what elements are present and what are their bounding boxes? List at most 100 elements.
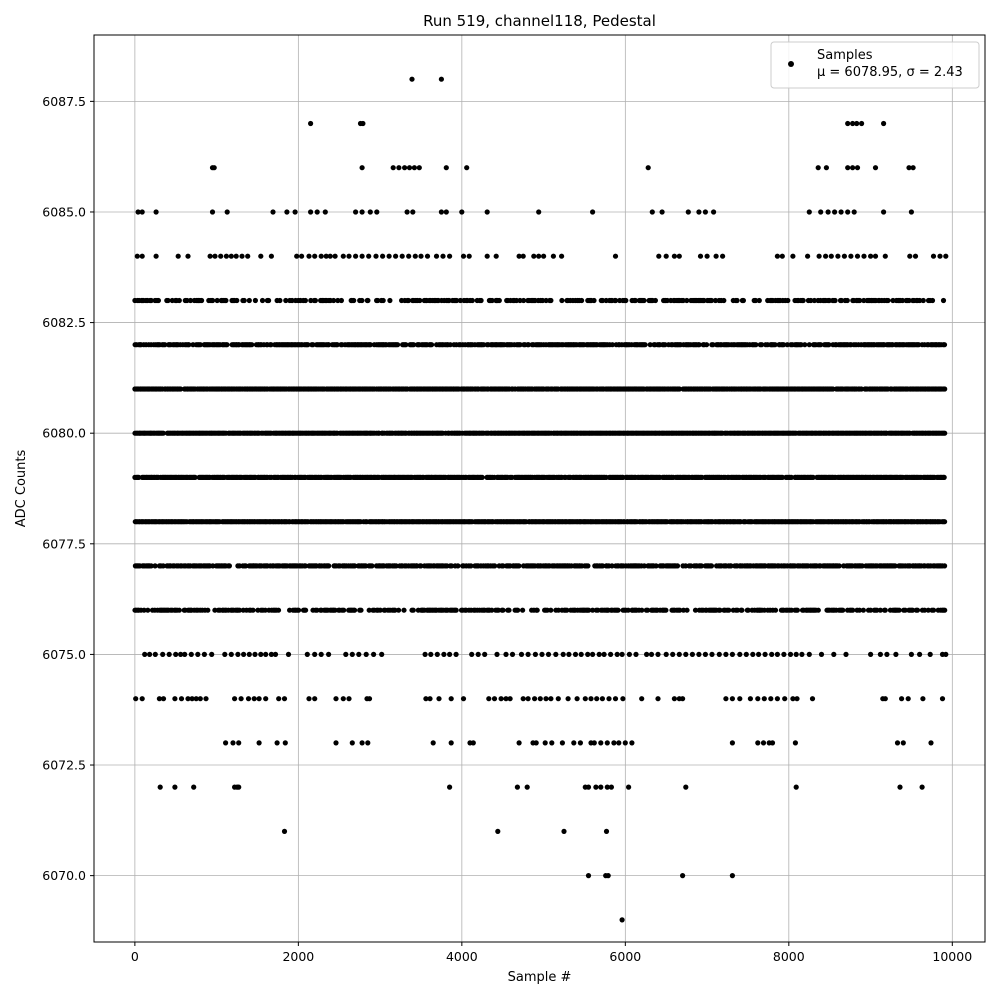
- data-point: [318, 651, 324, 658]
- data-point: [805, 253, 811, 259]
- data-point: [498, 696, 504, 702]
- data-point: [845, 165, 851, 171]
- data-point: [223, 253, 229, 259]
- data-point: [422, 651, 428, 658]
- data-point: [367, 209, 373, 215]
- data-point: [644, 651, 650, 658]
- data-point: [920, 696, 926, 702]
- data-point: [232, 696, 238, 702]
- data-point: [410, 209, 416, 215]
- data-point: [433, 253, 440, 259]
- data-point: [475, 651, 481, 658]
- data-point: [277, 297, 283, 304]
- data-point: [156, 696, 162, 702]
- data-point: [359, 209, 365, 215]
- data-point: [353, 253, 359, 259]
- data-point: [160, 696, 167, 702]
- data-point: [447, 651, 453, 658]
- data-point: [223, 297, 229, 304]
- data-point: [585, 651, 591, 658]
- data-point: [503, 651, 509, 658]
- data-point: [704, 253, 710, 259]
- data-point: [598, 740, 604, 746]
- data-point: [593, 784, 599, 790]
- data-point: [868, 607, 874, 613]
- data-point: [308, 209, 314, 215]
- y-tick-label: 6077.5: [42, 536, 86, 551]
- data-point: [541, 253, 547, 259]
- data-point: [882, 607, 888, 613]
- legend-series-label: Samples: [817, 48, 873, 63]
- data-point: [223, 740, 229, 746]
- data-point: [900, 740, 906, 746]
- data-point: [806, 342, 812, 348]
- data-point: [698, 563, 705, 569]
- data-point: [303, 607, 309, 613]
- data-point: [615, 607, 621, 613]
- data-point: [723, 651, 729, 658]
- data-point: [374, 209, 380, 215]
- data-point: [745, 607, 751, 613]
- x-tick-label: 10000: [932, 949, 972, 964]
- data-point: [858, 386, 865, 392]
- data-point: [453, 651, 459, 658]
- data-point: [712, 297, 719, 304]
- data-point: [844, 297, 850, 304]
- data-point: [152, 651, 158, 658]
- data-point: [503, 696, 509, 702]
- data-point: [418, 253, 424, 259]
- data-point: [670, 651, 676, 658]
- data-point: [256, 696, 262, 702]
- data-point: [623, 297, 629, 304]
- data-point: [663, 253, 669, 259]
- data-point: [674, 563, 681, 569]
- data-point: [942, 607, 948, 613]
- data-point: [359, 740, 365, 746]
- data-point: [619, 917, 625, 923]
- data-point: [622, 740, 628, 746]
- data-point: [314, 209, 320, 215]
- data-point: [486, 696, 492, 702]
- data-point: [525, 651, 531, 658]
- data-point: [899, 696, 905, 702]
- data-point: [469, 297, 475, 304]
- data-point: [811, 297, 818, 304]
- data-point: [441, 651, 447, 658]
- data-point: [377, 607, 383, 613]
- data-point: [323, 253, 329, 259]
- data-point: [564, 607, 570, 613]
- data-point: [299, 253, 305, 259]
- data-point: [684, 297, 690, 304]
- data-point: [285, 651, 292, 658]
- data-point: [230, 740, 236, 746]
- data-point: [559, 253, 565, 259]
- data-point: [258, 253, 264, 259]
- data-point: [326, 563, 332, 569]
- data-point: [800, 297, 806, 304]
- data-point: [709, 651, 715, 658]
- data-point: [340, 696, 346, 702]
- data-point: [404, 209, 410, 215]
- data-point: [655, 651, 661, 658]
- data-point: [294, 253, 300, 259]
- y-tick-label: 6087.5: [42, 94, 86, 109]
- legend-box: [770, 41, 980, 89]
- data-point: [728, 563, 734, 569]
- data-point: [521, 297, 527, 304]
- data-point: [920, 297, 926, 304]
- data-point: [808, 297, 814, 304]
- data-point: [545, 651, 552, 658]
- data-point: [697, 253, 704, 259]
- data-point: [645, 607, 651, 613]
- data-point: [199, 297, 205, 304]
- data-point: [166, 651, 172, 658]
- data-point: [925, 607, 931, 613]
- data-point: [632, 297, 639, 304]
- y-tick-label: 6070.0: [42, 868, 86, 883]
- data-point: [139, 253, 145, 259]
- data-point: [411, 165, 417, 171]
- data-point: [772, 342, 778, 348]
- data-point: [312, 696, 318, 702]
- data-point: [590, 607, 596, 613]
- data-point: [409, 76, 415, 82]
